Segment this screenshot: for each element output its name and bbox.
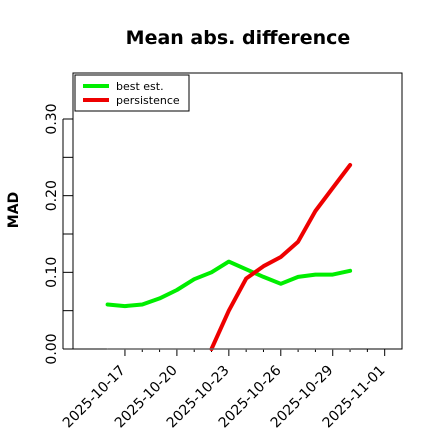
series-line-best-est- <box>105 259 353 309</box>
series-layer <box>105 163 353 351</box>
y-tick-label: 0.00 <box>44 333 60 364</box>
chart-title: Mean abs. difference <box>126 27 351 49</box>
y-tick-label: 0.10 <box>44 257 60 288</box>
legend-label: persistence <box>116 94 180 107</box>
y-tick-label: 0.30 <box>44 103 60 134</box>
y-axis-label: MAD <box>6 192 22 228</box>
legend: best est.persistence <box>74 74 190 112</box>
legend-label: best est. <box>116 80 164 93</box>
legend-box <box>74 74 190 112</box>
series-line-persistence <box>209 163 353 351</box>
y-tick-label: 0.20 <box>44 180 60 211</box>
y-axis: 0.00 0.10 0.20 0.30 <box>44 103 73 365</box>
x-axis: 2025-10-172025-10-202025-10-232025-10-26… <box>60 349 389 431</box>
